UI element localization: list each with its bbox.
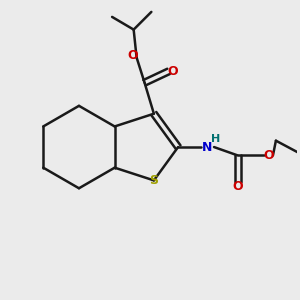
Text: O: O [263,149,274,162]
Text: S: S [149,174,158,187]
Text: O: O [128,50,138,62]
Text: O: O [168,65,178,78]
Text: O: O [232,180,243,193]
Text: H: H [211,134,220,144]
Text: N: N [202,141,213,154]
